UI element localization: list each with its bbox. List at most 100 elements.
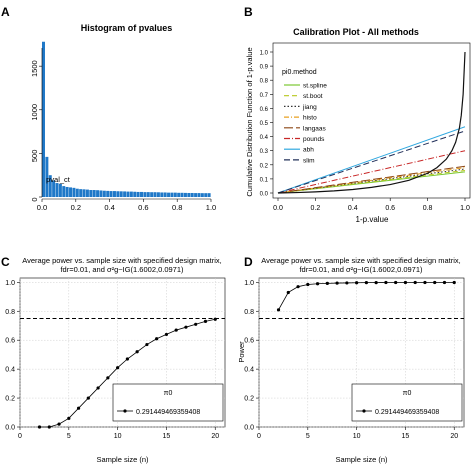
hist-bar — [194, 193, 198, 197]
calib-legend-label: histo — [303, 115, 317, 122]
hist-bar — [92, 190, 96, 197]
powerC-legend-title: π0 — [164, 390, 173, 397]
calib-y-tick-label: 0.8 — [260, 79, 269, 85]
hist-bar — [160, 192, 164, 197]
powerC-legend-label: 0.291449469359408 — [136, 409, 200, 416]
calib-x-tick-label: 1.0 — [460, 205, 470, 212]
powerD-power-line — [278, 282, 455, 311]
calib-legend-label: st.spline — [303, 83, 327, 90]
calib-y-tick-label: 0.9 — [260, 65, 269, 71]
powerC-power-point — [135, 350, 139, 354]
hist-bar — [146, 192, 150, 197]
calib-plot-frame — [272, 42, 471, 199]
hist-bar — [79, 189, 83, 197]
hist-bar — [106, 190, 110, 197]
powerD-power-point — [413, 280, 417, 285]
powerD-y-tick-label: 0.8 — [244, 309, 254, 316]
powerD-power-point — [286, 290, 290, 295]
powerD-legend-label: 0.291449469359408 — [375, 409, 439, 416]
powerD-power-point — [374, 281, 378, 285]
hist-bar — [156, 192, 160, 197]
hist-x-tick-label: 0.2 — [71, 203, 81, 212]
powerD-y-tick-label: 0.0 — [244, 425, 254, 432]
powerC-power-point — [47, 425, 51, 429]
hist-bar — [126, 191, 130, 197]
hist-bar — [75, 188, 79, 197]
calib-y-tick-label: 0.0 — [260, 192, 269, 198]
calib-y-tick-label: 0.5 — [260, 121, 269, 127]
hist-bar — [72, 187, 76, 197]
hist-x-tick-label: 0.6 — [138, 203, 148, 212]
hist-bar — [123, 191, 127, 197]
hist-bar — [180, 192, 184, 197]
powerD-y-tick-label: 0.2 — [244, 396, 254, 403]
powerC-power-point — [125, 357, 129, 361]
powerD-power-point — [452, 280, 456, 285]
calib-legend-label: abh — [303, 147, 314, 154]
hist-bar — [69, 187, 73, 197]
hist-bar — [143, 192, 147, 197]
powerC-y-tick-label: 0.2 — [5, 396, 15, 403]
hist-x-tick-label: 0.8 — [172, 203, 182, 212]
powerC-power-point — [174, 328, 178, 332]
hist-bar — [62, 186, 66, 197]
hist-bar — [96, 190, 100, 197]
powerC-x-tick-label: 15 — [163, 433, 171, 440]
calib-legend-label: langaas — [303, 125, 327, 132]
powerC-power-point — [213, 317, 217, 321]
powerC-x-tick-label: 10 — [114, 433, 122, 440]
powerC-power-point — [67, 416, 71, 420]
hist-bar — [190, 192, 194, 197]
calib-x-tick-label: 0.6 — [385, 205, 395, 212]
calib-y-tick-label: 0.3 — [260, 149, 269, 155]
powerC-x-label: Sample size (n) — [96, 455, 149, 464]
hist-bar — [129, 191, 133, 197]
powerC-power-point — [37, 425, 42, 429]
powerC-power-point — [96, 386, 100, 390]
powerC-title-line2: fdr=0.01, and σ²g~IG(1.6002,0.0971) — [60, 265, 184, 274]
hist-bar — [163, 192, 167, 197]
powerD-power-point — [335, 281, 339, 285]
calib-y-label: Cumulative Distribution Function of 1-p.… — [245, 47, 254, 196]
hist-bar — [140, 191, 143, 197]
calib-line-abh — [277, 126, 466, 194]
powerD-power-point — [355, 281, 359, 285]
powerC-power-point — [145, 342, 149, 347]
calib-legend-label: jiang — [302, 104, 317, 111]
hist-bar — [48, 175, 52, 197]
hist-y-tick-label: 1000 — [30, 104, 39, 121]
calib-empirical-curve — [277, 51, 466, 194]
hist-bar — [65, 186, 69, 197]
powerD-power-point — [423, 280, 427, 285]
powerC-title-line1: Average power vs. sample size with speci… — [22, 256, 222, 265]
powerD-y-tick-label: 0.4 — [244, 367, 254, 374]
calib-y-tick-label: 0.2 — [260, 163, 269, 169]
calib-line-st.boot — [277, 169, 466, 194]
hist-bar — [116, 191, 120, 197]
powerC-y-tick-label: 1.0 — [5, 280, 15, 287]
calib-y-tick-label: 0.1 — [260, 177, 269, 183]
powerC-power-point — [184, 325, 188, 329]
hist-bar — [173, 192, 177, 197]
powerD-x-tick-label: 5 — [306, 433, 310, 440]
powerC-x-tick-label: 5 — [67, 433, 71, 440]
powerD-power-point — [296, 285, 300, 289]
powerD-power-point — [403, 280, 408, 285]
powerD-power-point — [394, 280, 398, 285]
hist-bar — [55, 183, 59, 197]
calib-y-tick-label: 1.0 — [260, 51, 269, 57]
hist-bar — [207, 193, 211, 197]
panel-letter-d: D — [244, 255, 253, 269]
hist-bar — [170, 192, 174, 197]
hist-title: Histogram of pvalues — [81, 23, 173, 33]
powerD-power-point — [433, 280, 437, 285]
hist-bar — [102, 190, 106, 197]
hist-bar — [52, 180, 56, 197]
powerC-power-point — [116, 366, 120, 370]
hist-bar — [99, 190, 103, 197]
powerD-x-tick-label: 10 — [353, 433, 361, 440]
hist-bar — [177, 192, 181, 197]
hist-x-label: pval_ct — [46, 175, 71, 184]
panel-letter-a: A — [1, 5, 10, 19]
calib-legend-label: st.boot — [303, 93, 323, 100]
